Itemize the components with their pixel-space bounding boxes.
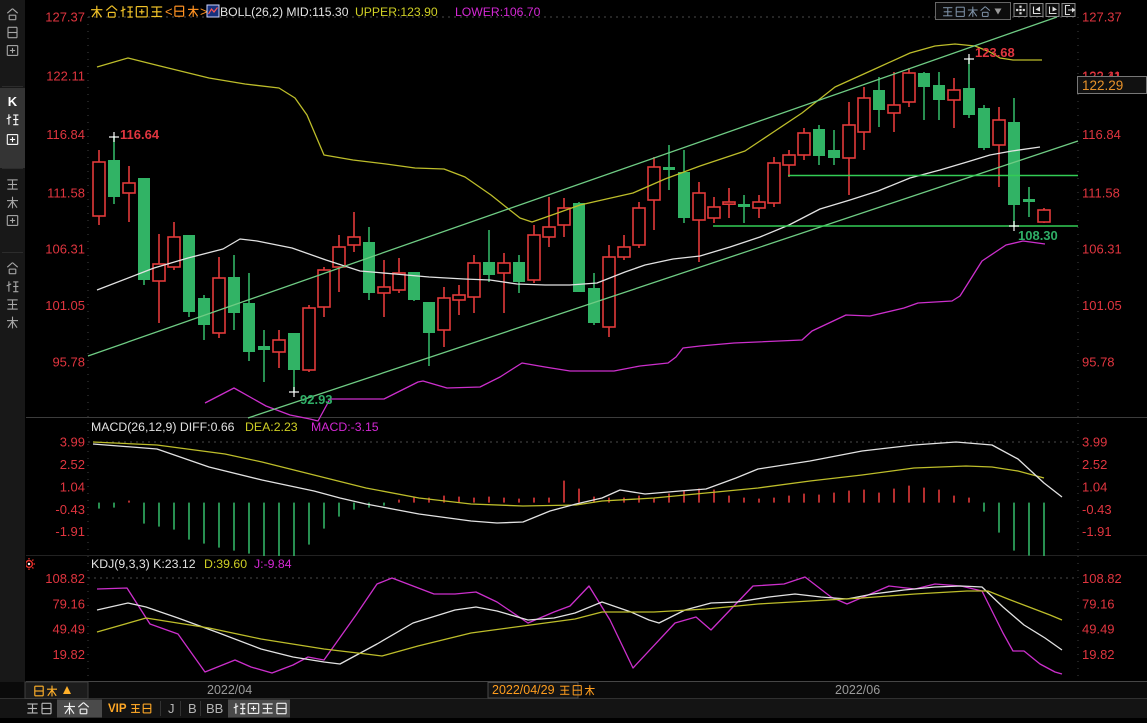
svg-text:108.82: 108.82 (45, 571, 85, 586)
svg-text:2022/04: 2022/04 (207, 683, 252, 697)
svg-text:19.82: 19.82 (52, 647, 85, 662)
svg-text:-1.91: -1.91 (55, 524, 85, 539)
svg-text:2.52: 2.52 (1082, 457, 1107, 472)
svg-text:111.58: 111.58 (1082, 186, 1120, 201)
svg-text:BOLL(26,2) MID:115.30: BOLL(26,2) MID:115.30 (220, 5, 349, 19)
svg-text:116.84: 116.84 (1082, 127, 1121, 142)
svg-text:D:39.60: D:39.60 (204, 557, 247, 571)
svg-text:79.16: 79.16 (1082, 597, 1115, 612)
svg-text:3.99: 3.99 (60, 435, 85, 450)
svg-text:KDJ(9,3,3) K:23.12: KDJ(9,3,3) K:23.12 (91, 557, 196, 571)
svg-text:-1.91: -1.91 (1082, 524, 1112, 539)
svg-text:LOWER:106.70: LOWER:106.70 (455, 5, 541, 19)
svg-text:101.05: 101.05 (1082, 298, 1122, 313)
svg-text:127.37: 127.37 (45, 10, 85, 25)
svg-text:79.16: 79.16 (52, 597, 85, 612)
svg-text:101.05: 101.05 (45, 298, 85, 313)
svg-text:49.49: 49.49 (52, 622, 85, 637)
svg-text:J: J (168, 701, 175, 716)
svg-text:UPPER:123.90: UPPER:123.90 (355, 5, 438, 19)
svg-text:19.82: 19.82 (1082, 647, 1115, 662)
svg-text:B: B (188, 701, 197, 716)
svg-text:95.78: 95.78 (1082, 355, 1115, 370)
svg-text:1.04: 1.04 (1082, 480, 1107, 495)
svg-text:<: < (165, 4, 173, 19)
svg-text:106.31: 106.31 (45, 242, 85, 257)
svg-text:-0.43: -0.43 (1082, 502, 1112, 517)
svg-text:49.49: 49.49 (1082, 622, 1115, 637)
svg-text:VIP: VIP (108, 703, 127, 715)
svg-text:108.30: 108.30 (1018, 228, 1058, 243)
svg-text:123.68: 123.68 (975, 45, 1015, 60)
svg-text:1.04: 1.04 (60, 480, 85, 495)
svg-text:95.78: 95.78 (52, 355, 85, 370)
svg-text:MACD:-3.15: MACD:-3.15 (311, 420, 379, 434)
svg-text:DEA:2.23: DEA:2.23 (245, 420, 298, 434)
svg-text:111.58: 111.58 (47, 186, 85, 201)
svg-text:>: > (200, 4, 208, 19)
svg-text:MACD(26,12,9) DIFF:0.66: MACD(26,12,9) DIFF:0.66 (91, 420, 235, 434)
svg-text:J:-9.84: J:-9.84 (254, 557, 292, 571)
svg-text:122.11: 122.11 (46, 69, 85, 84)
svg-text:92.93: 92.93 (300, 392, 333, 407)
svg-text:106.31: 106.31 (1082, 242, 1122, 257)
svg-text:-0.43: -0.43 (55, 502, 85, 517)
svg-text:3.99: 3.99 (1082, 435, 1107, 450)
svg-text:122.29: 122.29 (1082, 78, 1123, 93)
svg-text:127.37: 127.37 (1082, 10, 1122, 25)
svg-text:2022/06: 2022/06 (835, 683, 880, 697)
svg-text:2.52: 2.52 (60, 457, 85, 472)
svg-text:2022/04/29: 2022/04/29 (492, 683, 555, 697)
svg-text:108.82: 108.82 (1082, 571, 1122, 586)
svg-text:K: K (8, 94, 18, 109)
svg-text:116.64: 116.64 (120, 127, 160, 142)
svg-text:116.84: 116.84 (46, 127, 85, 142)
svg-text:BB: BB (206, 701, 223, 716)
